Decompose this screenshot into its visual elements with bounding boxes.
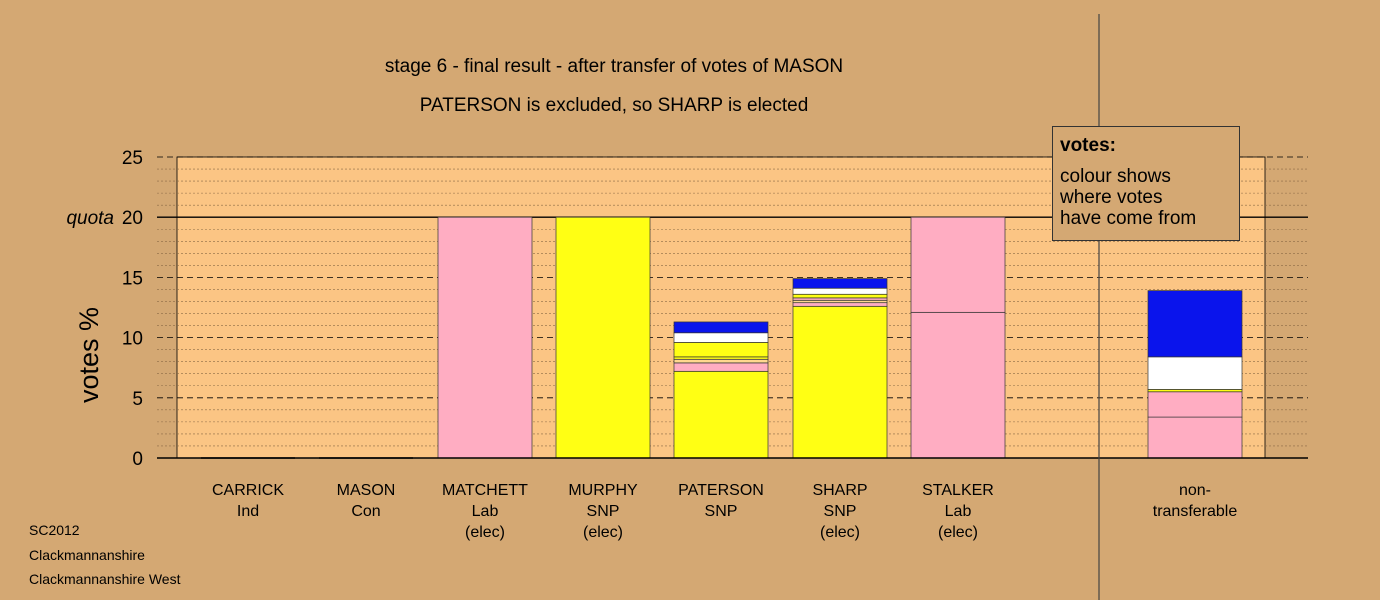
y-tick-label: 5	[132, 389, 143, 410]
candidate-name: MASON	[337, 482, 396, 499]
candidate-name: MATCHETT	[442, 482, 528, 499]
bar-segment-snp	[673, 370, 769, 459]
bar-segment-other	[792, 287, 888, 295]
candidate-label-line: Lab	[472, 503, 499, 520]
y-tick-label: 25	[122, 148, 143, 169]
candidate-name: MURPHY	[568, 482, 638, 499]
candidate-label-line: SNP	[824, 503, 857, 520]
source-council: Clackmannanshire	[29, 546, 145, 563]
bar-segment-lab	[910, 216, 1006, 313]
bar-segment-lab	[910, 311, 1006, 459]
candidate-label-line: (elec)	[820, 524, 860, 541]
source-note: SC2012 Clackmannanshire Clackmannanshire…	[29, 518, 180, 592]
chart-subtitle: PATERSON is excluded, so SHARP is electe…	[420, 95, 809, 116]
bar-segment-lab	[792, 302, 888, 307]
bar-segment-lab	[437, 216, 533, 459]
candidate-label-line: SNP	[587, 503, 620, 520]
bar-segment-snp	[792, 305, 888, 459]
bar-segment-lab	[1147, 416, 1243, 459]
candidate-label-line: (elec)	[465, 524, 505, 541]
source-ward: Clackmannanshire West	[29, 571, 181, 587]
bar-segment-lab	[1147, 391, 1243, 418]
bar-segment-lab	[792, 297, 888, 301]
y-tick-label: 20	[122, 208, 143, 229]
candidate-name: SHARP	[812, 482, 867, 499]
candidate-label-line: Lab	[945, 503, 972, 520]
y-tick-label: 15	[122, 268, 143, 289]
bar-segment-snp	[673, 342, 769, 358]
candidate-label-line: SNP	[705, 503, 738, 520]
candidate-label-line: transferable	[1153, 503, 1238, 520]
candidate-name: CARRICK	[212, 482, 284, 499]
candidate-label-line: (elec)	[583, 524, 623, 541]
bar-segment-con	[1147, 290, 1243, 358]
bar-segment-snp	[555, 216, 651, 459]
legend-line: have come from	[1060, 208, 1197, 229]
bar-segment-snp	[673, 356, 769, 360]
candidate-name: STALKER	[922, 482, 994, 499]
legend-line: colour shows	[1060, 166, 1171, 187]
y-tick-label: 0	[132, 449, 143, 470]
bar-segment-snp	[1147, 389, 1243, 393]
quota-label: quota	[66, 208, 114, 229]
bar-segment-lab	[673, 362, 769, 372]
bar-segment-other	[1147, 356, 1243, 390]
candidate-label-line: (elec)	[938, 524, 978, 541]
bar-segment-con	[792, 278, 888, 289]
y-tick-label: 10	[122, 329, 143, 350]
legend-box: votes: colour shows where votes have com…	[1052, 126, 1240, 241]
bar-segment-snp	[792, 293, 888, 299]
candidate-label-line: Ind	[237, 503, 259, 520]
y-axis-label: votes %	[74, 307, 104, 403]
candidate-name: PATERSON	[678, 482, 764, 499]
candidate-name: non-	[1179, 482, 1211, 499]
legend-line: where votes	[1060, 187, 1163, 208]
legend-title: votes:	[1060, 135, 1116, 156]
source-year: SC2012	[29, 522, 80, 538]
bar-segment-mixed	[792, 299, 888, 304]
bar-segment-mixed	[673, 358, 769, 364]
bar-segment-con	[673, 321, 769, 334]
bar-segment-other	[673, 332, 769, 343]
candidate-label-line: Con	[351, 503, 380, 520]
chart-title: stage 6 - final result - after transfer …	[385, 56, 843, 77]
